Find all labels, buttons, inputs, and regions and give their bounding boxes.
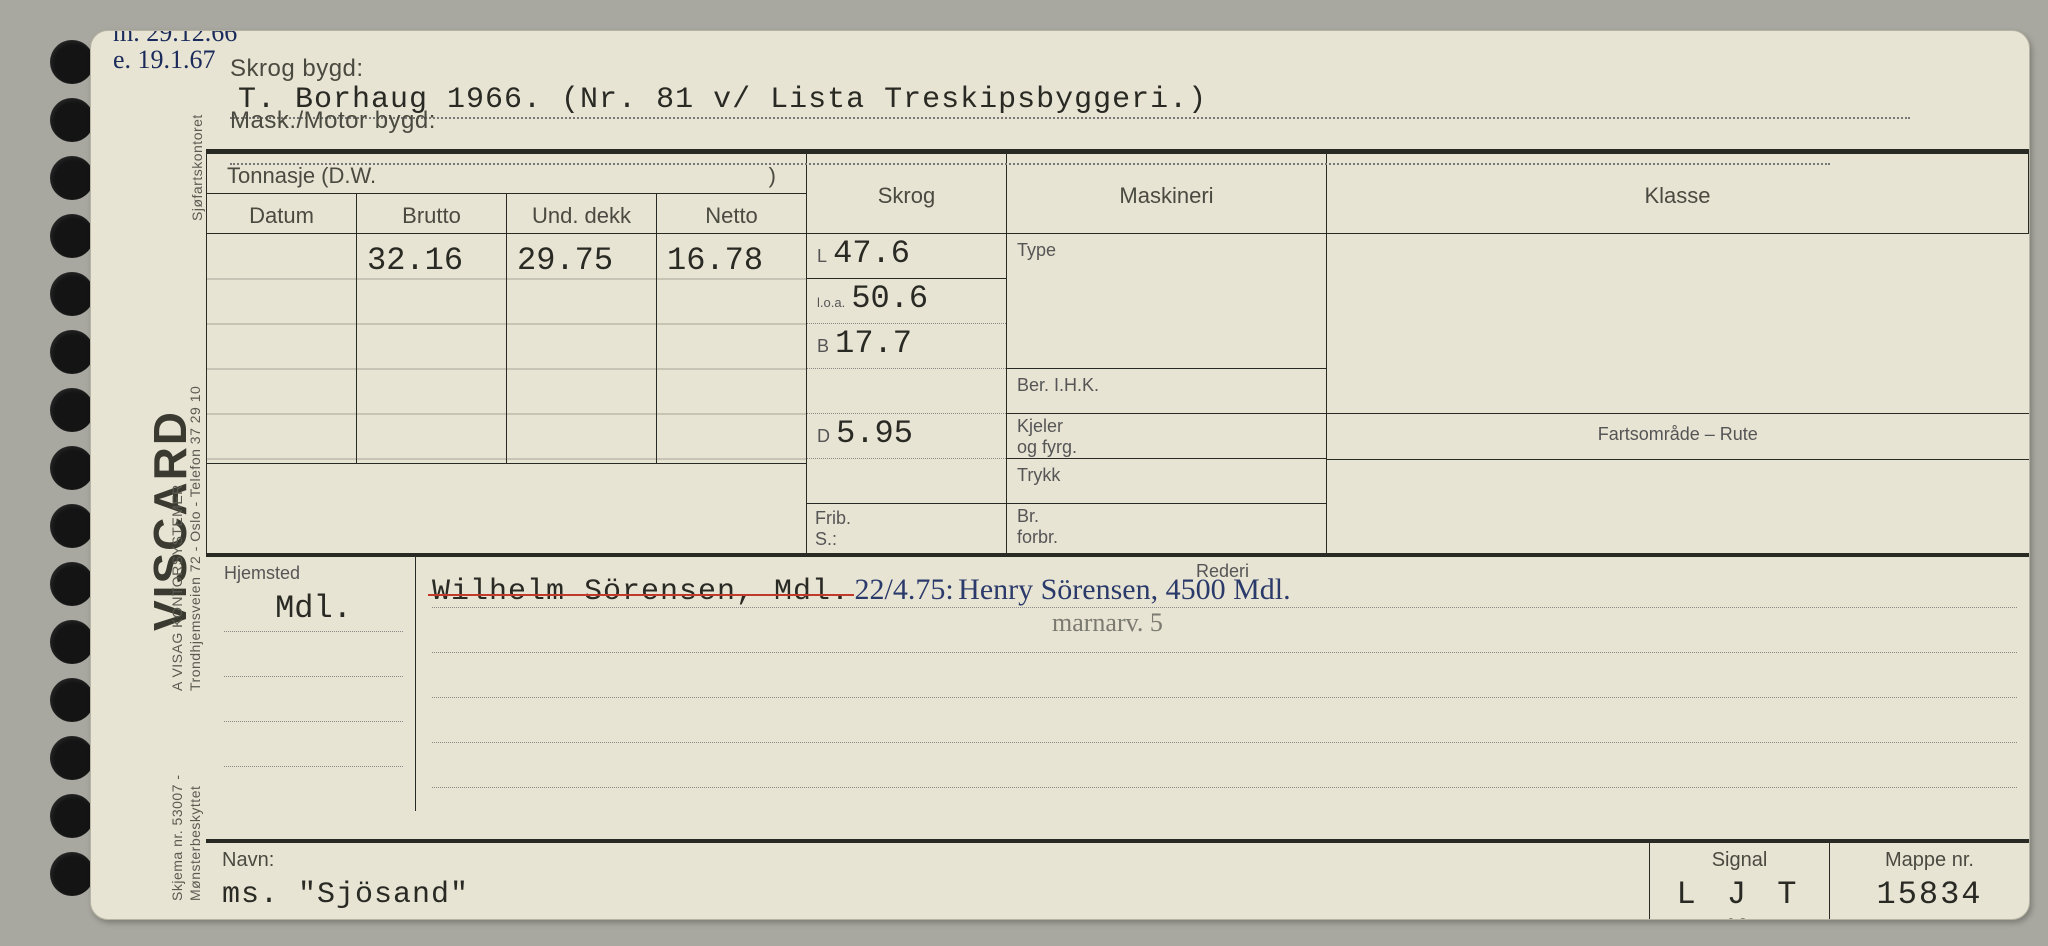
navn-value: ms. "Sjösand" [222,878,1633,912]
hjemsted-col: Hjemsted Mdl. [206,557,416,811]
navn-cell: Navn: ms. "Sjösand" [206,843,1649,919]
rederi-struck: Wilhelm Sörensen, Mdl. [432,575,850,609]
navn-label: Navn: [222,849,1633,872]
rederi-label: Rederi [1196,561,1249,582]
netto-value: 16.78 [667,238,796,283]
spine-text-1: Sjøfartskontoret [189,114,205,221]
hjemsted-label: Hjemsted [224,563,403,584]
klasse-cell: Fartsområde – Rute [1327,234,2029,554]
frib-label: Frib. S.: [807,504,1006,549]
rederi-pencil-note: marnarv. 5 [1052,608,1163,637]
unddekk-cell: 29.75 [507,234,657,464]
left-spine: VISCARD Sjøfartskontoret A VISAG KONTORS… [101,31,201,919]
trykk-label: Trykk [1007,459,1326,504]
owner-block: Hjemsted Mdl. Rederi Wilhelm Sörensen, M… [206,554,2029,811]
ber-label: Ber. I.H.K. [1007,369,1326,414]
brforbr-label: Br. forbr. [1007,504,1326,549]
netto-cell: 16.78 [657,234,807,464]
datum-header: Datum [207,194,357,234]
unddekk-value: 29.75 [517,238,646,283]
rederi-col: Rederi Wilhelm Sörensen, Mdl. 22/4.75: H… [416,557,2029,811]
punched-holes [50,40,94,910]
mask-bygd-label: Mask./Motor bygd: [230,107,436,134]
L-label: L [817,246,827,266]
spine-text-4: Skjema nr. 53007 - [169,774,185,901]
spine-text-5: Mønsterbeskyttet [187,786,203,901]
footer: Navn: ms. "Sjösand" Signal L J T K Mappe… [206,839,2029,919]
skrog-bygd-row: Skrog bygd: T. Borhaug 1966. (Nr. 81 v/ … [206,31,2029,87]
hjemsted-value: Mdl. [224,586,403,631]
datum-cell [207,234,357,464]
tonnasje-label: Tonnasje (D.W. [227,163,376,188]
D-label: D [817,426,830,446]
kjeler-label: Kjeler og fyrg. [1007,414,1326,459]
tonnasje-lower [207,464,807,554]
brutto-header: Brutto [357,194,507,234]
maskineri-cell: Type Ber. I.H.K. Kjeler og fyrg. Trykk B… [1007,234,1327,554]
skrog-cell: L 47.6 l.o.a. 50.6 B 17.7 [807,234,1007,554]
mappe-value: 15834 [1846,876,2013,913]
signal-label: Signal [1666,849,1813,872]
signal-value: L J T K [1666,876,1813,920]
type-label: Type [1007,234,1326,369]
loa-label: l.o.a. [817,295,845,310]
spine-text-2: A VISAG KONTORSYSTEMER [169,484,185,691]
skrog-bygd-label: Skrog bygd: [230,55,364,82]
brutto-value: 32.16 [367,238,496,283]
skrog-bygd-value: T. Borhaug 1966. (Nr. 81 v/ Lista Treski… [230,83,1910,119]
signal-cell: Signal L J T K [1649,843,1829,919]
unddekk-header: Und. dekk [507,194,657,234]
index-card: m. 29.12.66 e. 19.1.67 VISCARD Sjøfartsk… [90,30,2030,920]
main-table: Tonnasje (D.W. ) Skrog Maskineri Klasse … [206,153,2029,554]
farts-label: Fartsområde – Rute [1327,414,2029,459]
D-value: 5.95 [836,415,913,452]
content-area: Skrog bygd: T. Borhaug 1966. (Nr. 81 v/ … [206,31,2029,919]
B-label: B [817,336,829,356]
spine-text-3: Trondhjemsveien 72 - Oslo - Telefon 37 2… [187,386,203,691]
L-value: 47.6 [833,235,910,272]
rederi-hand-date: 22/4.75: [855,573,954,606]
B-value: 17.7 [835,325,912,362]
netto-header: Netto [657,194,807,234]
loa-value: 50.6 [851,280,928,317]
mappe-cell: Mappe nr. 15834 [1829,843,2029,919]
mappe-label: Mappe nr. [1846,849,2013,872]
mask-bygd-value [230,135,1830,165]
brutto-cell: 32.16 [357,234,507,464]
